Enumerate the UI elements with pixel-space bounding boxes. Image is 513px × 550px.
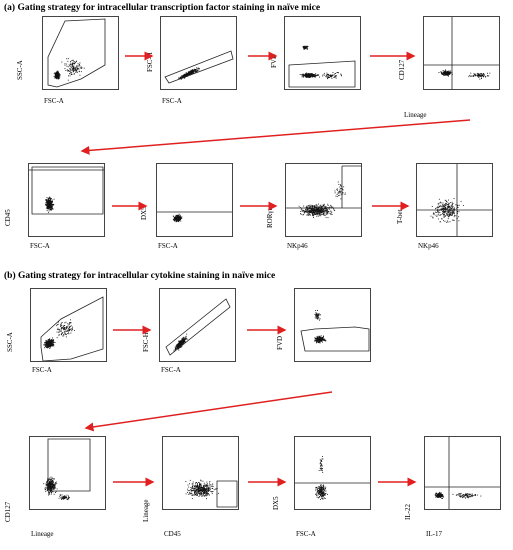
plot-b2-svg [165, 298, 231, 356]
xlabel-a5: FSC-A [30, 242, 50, 250]
xlabel-b5: CD45 [164, 530, 181, 538]
ylabel-b7: IL-22 [404, 504, 412, 520]
plot-b6-svg [295, 456, 370, 500]
plot-b7-svg [425, 437, 500, 509]
gate [164, 50, 234, 84]
ylabel-a3: FVD [270, 53, 278, 68]
ylabel-a4: CD127 [398, 59, 406, 80]
ylabel-a6: DX5 [140, 206, 148, 220]
plot-a6 [156, 163, 233, 237]
xlabel-a6: FSC-A [158, 242, 178, 250]
plot-a8-svg [417, 164, 492, 236]
plot-a7-svg [286, 165, 361, 219]
gate [47, 18, 106, 88]
xlabel-a2: FSC-A [162, 97, 182, 105]
plot-a4 [423, 16, 500, 90]
ylabel-b2: FSC-H [142, 332, 150, 352]
plot-a2 [160, 16, 237, 90]
xlabel-b2: FSC-A [161, 366, 181, 374]
plot-a8 [416, 163, 493, 237]
plot-b4-svg [43, 438, 91, 501]
plot-b5-svg [185, 479, 238, 508]
xlabel-b7: IL-17 [426, 530, 442, 538]
plot-a7 [285, 163, 362, 237]
gate [31, 166, 104, 215]
plot-b7 [424, 436, 501, 510]
ylabel-a2: FSC-H [146, 52, 154, 72]
xlabel-a8: NKp46 [418, 242, 439, 250]
xlabel-a7: NKp46 [287, 242, 308, 250]
gate [288, 60, 356, 88]
gate [300, 326, 370, 352]
plot-b1 [30, 288, 107, 362]
gate [47, 438, 91, 492]
xlabel-a4: Lineage [404, 111, 427, 119]
ylabel-b3: FVD [276, 335, 284, 350]
gate [216, 480, 238, 508]
arrow-row-b [84, 391, 333, 432]
plot-a1-svg [47, 18, 106, 88]
section-b-title: (b) Gating strategy for intracellular cy… [4, 271, 276, 281]
ylabel-b6: DX5 [272, 496, 280, 510]
gate [165, 298, 231, 356]
plot-b5 [162, 436, 239, 510]
xlabel-b6: FSC-A [296, 530, 316, 538]
xlabel-b4: Lineage [31, 530, 54, 538]
plot-b4 [29, 436, 106, 510]
plot-a5 [28, 163, 105, 237]
plot-b6 [294, 436, 371, 510]
plot-b2 [159, 288, 236, 362]
plot-a3 [284, 16, 361, 90]
xlabel-a1: FSC-A [44, 97, 64, 105]
plot-a1 [42, 16, 119, 90]
section-a-title: (a) Gating strategy for intracellular tr… [4, 3, 321, 13]
ylabel-a1: SSC-A [16, 60, 24, 80]
ylabel-b4: CD127 [4, 501, 12, 522]
plot-b3-svg [300, 310, 370, 352]
plot-a3-svg [288, 45, 356, 88]
ylabel-a5: CD45 [4, 209, 12, 226]
plot-b3 [294, 288, 371, 362]
ylabel-b5: Lineage [142, 499, 150, 522]
gate [40, 296, 104, 361]
ylabel-b1: SSC-A [6, 332, 14, 352]
plot-a6-svg [157, 211, 232, 223]
ylabel-a8: T-bet [396, 209, 404, 224]
plot-a4-svg [424, 17, 499, 89]
xlabel-b1: FSC-A [32, 366, 52, 374]
plot-a2-svg [164, 50, 234, 84]
plot-b1-svg [40, 296, 104, 361]
arrow-row-a [80, 119, 471, 155]
plot-a5-svg [29, 166, 104, 215]
ylabel-a7: RORγt [266, 208, 274, 228]
